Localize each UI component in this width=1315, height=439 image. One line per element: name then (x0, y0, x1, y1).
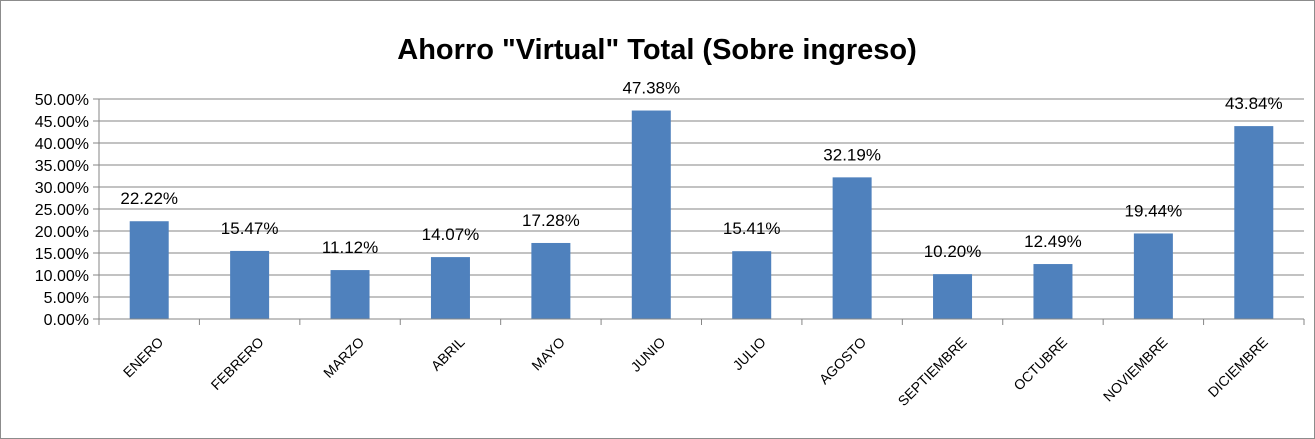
data-label: 47.38% (622, 79, 680, 98)
bar-octubre (1033, 264, 1073, 319)
x-axis-tick-labels: ENERO FEBRERO MARZO ABRIL MAYO JUNIO JULIO AGOS… (120, 334, 1271, 409)
bar-noviembre (1133, 233, 1173, 319)
data-label: 14.07% (422, 225, 480, 244)
gridlines (93, 98, 1305, 325)
x-tick-label: FEBRERO (208, 334, 267, 393)
y-tick-label: 15.00% (35, 246, 89, 263)
bar-septiembre (933, 274, 973, 319)
data-label: 19.44% (1125, 201, 1183, 220)
x-tick-label: JULIO (729, 334, 768, 373)
x-tick-label: NOVIEMBRE (1100, 334, 1171, 405)
bar-junio (631, 110, 671, 319)
data-label: 12.49% (1024, 232, 1082, 251)
axes (98, 99, 1304, 325)
x-tick-label: MARZO (320, 334, 367, 381)
x-tick-label: OCTUBRE (1010, 334, 1070, 394)
y-tick-label: 0.00% (44, 312, 89, 329)
x-tick-label: ENERO (120, 334, 167, 381)
data-label: 43.84% (1225, 94, 1283, 113)
y-tick-label: 5.00% (44, 290, 89, 307)
y-tick-label: 35.00% (35, 158, 89, 175)
x-tick-label: SEPTIEMBRE (895, 334, 970, 409)
y-tick-label: 40.00% (35, 136, 89, 153)
data-label: 22.22% (120, 189, 178, 208)
data-label: 32.19% (823, 145, 881, 164)
y-tick-label: 50.00% (35, 92, 89, 109)
data-labels: 22.22% 15.47% 11.12% 14.07% 17.28% 47.38% 15.4… (120, 79, 1282, 262)
data-label: 17.28% (522, 211, 580, 230)
bar-marzo (330, 270, 370, 319)
bar-julio (732, 251, 772, 319)
x-tick-label: DICIEMBRE (1205, 334, 1271, 400)
x-tick-label: MAYO (528, 334, 568, 374)
data-label: 15.41% (723, 219, 781, 238)
bar-enero (129, 221, 169, 319)
y-tick-label: 45.00% (35, 114, 89, 131)
data-label: 10.20% (924, 242, 982, 261)
y-tick-label: 25.00% (35, 202, 89, 219)
bar-abril (430, 257, 470, 319)
data-label: 11.12% (322, 238, 378, 257)
chart-title: Ahorro "Virtual" Total (Sobre ingreso) (397, 34, 916, 66)
bar-mayo (531, 242, 571, 319)
x-tick-label: AGOSTO (816, 334, 870, 388)
bar-febrero (230, 250, 270, 319)
x-tick-label: JUNIO (627, 334, 668, 375)
bar-agosto (832, 177, 872, 319)
data-label: 15.47% (221, 219, 279, 238)
x-tick-label: ABRIL (428, 334, 468, 374)
y-axis-tick-labels: 0.00% 5.00% 10.00% 15.00% 20.00% 25.00% 30.00%… (35, 92, 89, 329)
y-tick-label: 20.00% (35, 224, 89, 241)
y-tick-label: 10.00% (35, 268, 89, 285)
y-tick-label: 30.00% (35, 180, 89, 197)
bar-diciembre (1234, 126, 1274, 319)
bars (129, 110, 1274, 319)
